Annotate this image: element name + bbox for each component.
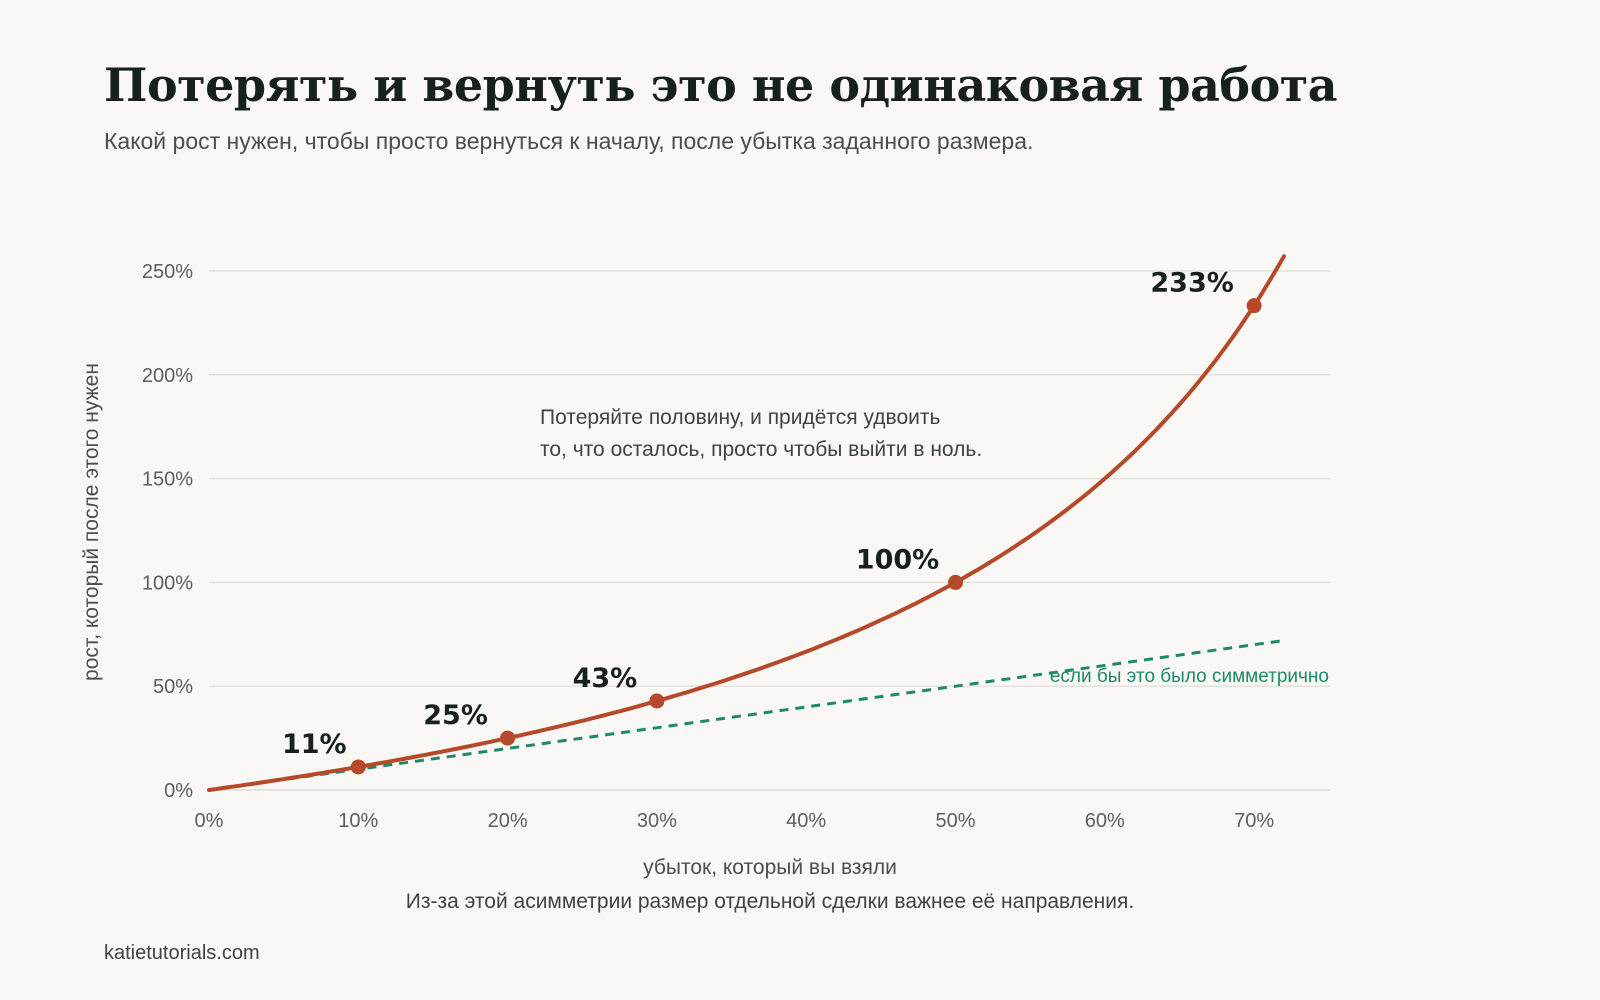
x-axis-label: убыток, который вы взяли [643,856,897,879]
source-credit: katietutorials.com [104,942,260,964]
symmetric-series-label: если бы это было симметрично [1050,666,1329,687]
x-tick-label: 30% [637,810,677,832]
data-label: 233% [1150,268,1233,299]
y-axis-label: рост, который после этого нужен [80,363,103,681]
y-tick-label: 100% [142,572,193,594]
y-tick-label: 250% [142,261,193,283]
data-point [500,730,516,746]
data-label: 43% [573,663,638,694]
chart-title: Потерять и вернуть это не одинаковая раб… [104,58,1338,112]
x-tick-label: 40% [786,810,826,832]
y-tick-label: 200% [142,365,193,387]
y-tick-label: 0% [164,780,193,802]
x-tick-label: 70% [1234,810,1274,832]
y-tick-label: 50% [153,676,193,698]
gridlines [209,270,1330,791]
highlighted-points: 11% 25% 43% 100% 233% [282,268,1262,775]
chart-caption: Из-за этой асимметрии размер отдельной с… [405,890,1135,913]
series-group [207,254,1286,792]
y-tick-label: 150% [142,469,193,491]
data-point [350,759,366,775]
data-point [948,574,963,590]
data-label: 25% [423,700,488,731]
y-axis-ticks: 0% 50% 100% 150% 200% 250% [142,261,193,802]
data-point [649,693,665,709]
chart-subtitle: Какой рост нужен, чтобы просто вернуться… [104,128,1034,154]
recovery-curve [207,254,1286,792]
x-tick-label: 0% [195,810,224,832]
x-tick-label: 10% [338,810,378,832]
data-point [1246,298,1262,314]
annotation-line-2: то, что осталось, просто чтобы выйти в н… [540,438,982,461]
x-tick-label: 60% [1085,810,1125,832]
data-label: 100% [856,544,939,575]
x-tick-label: 20% [488,810,528,832]
annotation-line-1: Потеряйте половину, и придётся удвоить [540,406,940,429]
x-axis-ticks: 0% 10% 20% 30% 40% 50% 60% 70% [195,810,1275,832]
x-tick-label: 50% [935,810,975,832]
data-label: 11% [282,729,347,760]
symmetric-line [208,639,1285,792]
